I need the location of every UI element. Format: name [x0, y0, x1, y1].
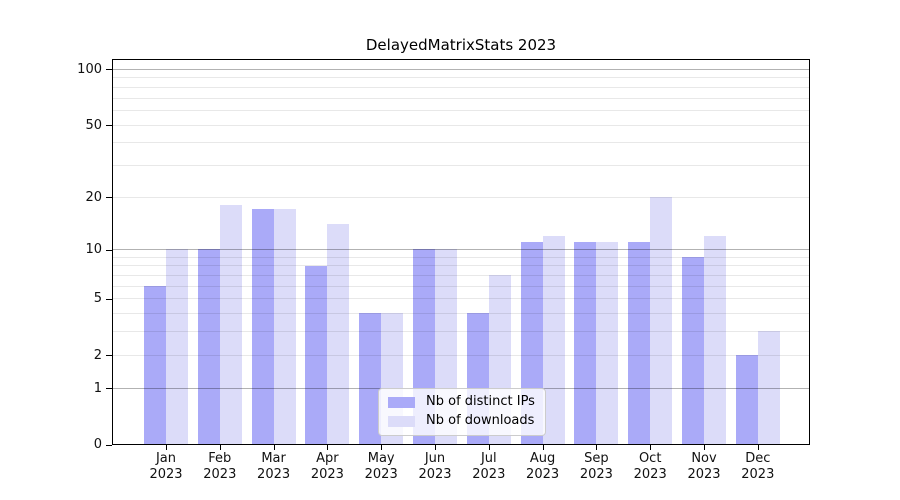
x-tick-feb-2023 [219, 445, 221, 450]
bar-nb-of-distinct-ips-mar-2023 [251, 209, 274, 444]
legend-swatch-downloads [388, 415, 415, 427]
bar-nb-of-distinct-ips-sep-2023 [574, 242, 597, 444]
x-tick-may-2023 [381, 445, 383, 450]
y-tick-label-20: 20 [85, 189, 102, 205]
y-tick-20 [106, 197, 112, 199]
bar-nb-of-distinct-ips-oct-2023 [628, 242, 651, 444]
bar-nb-of-distinct-ips-feb-2023 [197, 249, 220, 444]
x-tick-aug-2023 [542, 445, 544, 450]
y-tick-label-1: 1 [93, 380, 102, 396]
bar-nb-of-downloads-apr-2023 [327, 224, 350, 444]
gridline-minor-20 [113, 196, 809, 198]
gridline-minor-9 [113, 256, 809, 258]
gridline-minor-2 [113, 354, 809, 356]
y-tick-10 [106, 249, 112, 251]
x-tick-oct-2023 [650, 445, 652, 450]
gridline-minor-5 [113, 298, 809, 300]
x-tick-label-sep-2023: Sep 2023 [579, 451, 613, 482]
x-tick-label-aug-2023: Aug 2023 [526, 451, 560, 482]
y-tick-50 [106, 125, 112, 126]
bar-nb-of-downloads-aug-2023 [542, 235, 565, 444]
gridline-minor-8 [113, 265, 809, 267]
x-tick-label-jul-2023: Jul 2023 [472, 451, 506, 482]
x-tick-label-nov-2023: Nov 2023 [687, 451, 721, 482]
gridline-minor-40 [113, 142, 809, 144]
y-tick-label-0: 0 [93, 437, 102, 452]
legend-label-downloads: Nb of downloads [426, 413, 535, 428]
x-tick-sep-2023 [596, 445, 598, 450]
x-tick-label-jan-2023: Jan 2023 [149, 451, 183, 482]
gridline-minor-50 [113, 124, 809, 126]
y-tick-2 [106, 355, 112, 357]
x-tick-label-mar-2023: Mar 2023 [257, 451, 291, 482]
y-tick-label-10: 10 [85, 242, 102, 258]
bar-nb-of-downloads-mar-2023 [273, 209, 296, 444]
x-tick-label-oct-2023: Oct 2023 [633, 451, 667, 482]
bar-nb-of-downloads-nov-2023 [704, 235, 726, 444]
plot-area: Nb of distinct IPs Nb of downloads [112, 59, 810, 445]
gridline-major-10 [113, 249, 809, 251]
gridline-minor-80 [113, 86, 809, 88]
y-tick-label-50: 50 [85, 117, 102, 133]
gridline-minor-30 [113, 164, 809, 166]
y-tick-5 [106, 298, 112, 300]
legend-row-downloads: Nb of downloads [388, 413, 535, 429]
gridline-minor-3 [113, 331, 809, 333]
legend-label-distinct-ips: Nb of distinct IPs [426, 394, 535, 409]
bar-nb-of-distinct-ips-apr-2023 [305, 265, 328, 444]
gridline-minor-70 [113, 97, 809, 99]
x-tick-label-apr-2023: Apr 2023 [310, 451, 344, 482]
y-tick-label-100: 100 [77, 61, 102, 77]
x-tick-label-jun-2023: Jun 2023 [418, 451, 452, 482]
legend-swatch-distinct-ips [388, 396, 415, 408]
gridline-minor-7 [113, 275, 809, 277]
x-tick-dec-2023 [757, 445, 759, 450]
legend-row-distinct-ips: Nb of distinct IPs [388, 394, 535, 410]
bar-nb-of-distinct-ips-may-2023 [359, 313, 382, 444]
bar-nb-of-downloads-dec-2023 [757, 331, 780, 444]
bar-nb-of-downloads-oct-2023 [650, 196, 673, 444]
y-tick-label-5: 5 [93, 291, 102, 307]
x-tick-mar-2023 [273, 445, 275, 450]
y-tick-label-2: 2 [93, 347, 102, 363]
gridline-major-100 [113, 69, 809, 70]
x-tick-nov-2023 [704, 445, 705, 450]
x-tick-jul-2023 [488, 445, 490, 450]
bar-nb-of-downloads-sep-2023 [596, 242, 619, 444]
x-tick-jun-2023 [435, 445, 436, 450]
x-tick-label-may-2023: May 2023 [364, 451, 398, 482]
gridline-minor-6 [113, 285, 809, 287]
bar-nb-of-distinct-ips-dec-2023 [735, 354, 758, 444]
bar-nb-of-downloads-feb-2023 [219, 204, 242, 444]
bar-nb-of-distinct-ips-nov-2023 [682, 256, 704, 444]
x-tick-label-dec-2023: Dec 2023 [741, 451, 775, 482]
x-tick-label-feb-2023: Feb 2023 [203, 451, 237, 482]
gridline-minor-90 [113, 77, 809, 79]
y-tick-0 [106, 444, 112, 446]
x-tick-jan-2023 [166, 445, 167, 450]
x-tick-apr-2023 [327, 445, 329, 450]
bar-nb-of-distinct-ips-jan-2023 [144, 285, 166, 444]
gridline-minor-4 [113, 313, 809, 315]
legend: Nb of distinct IPs Nb of downloads [378, 388, 546, 436]
y-tick-1 [106, 388, 112, 390]
chart-title: DelayedMatrixStats 2023 [365, 36, 557, 54]
y-tick-100 [106, 69, 112, 71]
gridline-minor-60 [113, 109, 809, 111]
bar-nb-of-downloads-jan-2023 [166, 249, 188, 444]
